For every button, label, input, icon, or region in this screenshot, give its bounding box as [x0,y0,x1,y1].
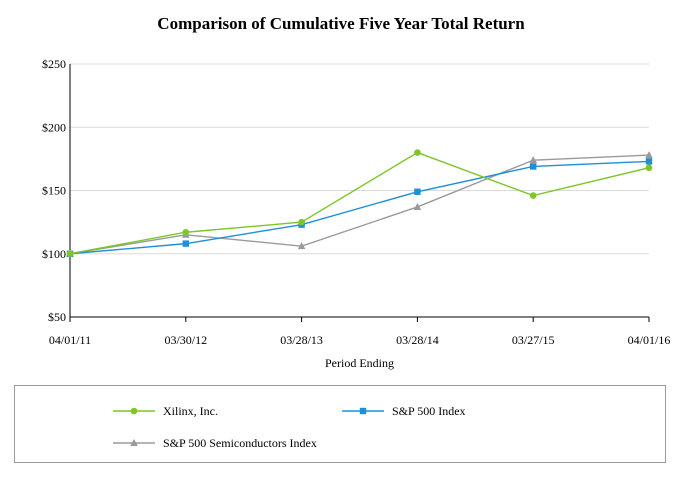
series-line [69,160,650,255]
series-square [66,158,653,257]
x-tick-label: 04/01/11 [49,333,91,347]
x-tick-label: 03/30/12 [164,333,207,347]
series-triangle [66,151,653,257]
line-chart: $50 $100 $150 $200 $250 04/01/11 03/30/12 03/28… [42,57,671,370]
legend-item: Xilinx, Inc. [113,402,218,420]
legend-swatch [113,407,155,415]
data-point [359,407,367,415]
x-tick-label: 04/01/16 [628,333,671,347]
legend-item: S&P 500 Semiconductors Index [113,434,317,452]
data-point [414,188,421,195]
data-point [645,151,653,159]
data-point [645,158,653,165]
y-tick-label: $100 [42,247,66,261]
y-tick-label: $250 [42,57,66,71]
legend: Xilinx, Inc. S&P 500 Index S&P 500 Semicon… [14,385,666,463]
x-tick-label: 03/28/14 [396,333,439,347]
y-tick-label: $200 [42,120,66,134]
data-point [130,439,138,446]
legend-label: Xilinx, Inc. [163,403,218,418]
x-axis-label: Period Ending [325,356,394,370]
y-tick-label: $50 [48,310,66,324]
data-point [530,163,537,170]
x-tick-label: 03/28/13 [280,333,323,347]
x-tick-label: 03/27/15 [512,333,555,347]
legend-swatch [342,407,384,415]
data-point [414,149,421,156]
data-point [529,156,537,164]
series-line [69,154,650,255]
series-circle [66,149,653,258]
legend-label: S&P 500 Semiconductors Index [163,435,317,450]
data-point [182,228,190,236]
data-point [413,202,422,210]
legend-swatch [113,439,155,446]
data-point [645,164,653,172]
data-point [529,192,537,199]
legend-item: S&P 500 Index [342,402,466,420]
y-tick-label: $150 [42,184,66,198]
data-point [66,250,74,258]
chart-title: Comparison of Cumulative Five Year Total… [157,14,525,33]
series-line [69,151,650,255]
data-point [130,407,138,415]
data-point [297,242,306,250]
legend-label: S&P 500 Index [392,403,466,418]
data-point [182,240,189,247]
data-point [298,218,305,226]
